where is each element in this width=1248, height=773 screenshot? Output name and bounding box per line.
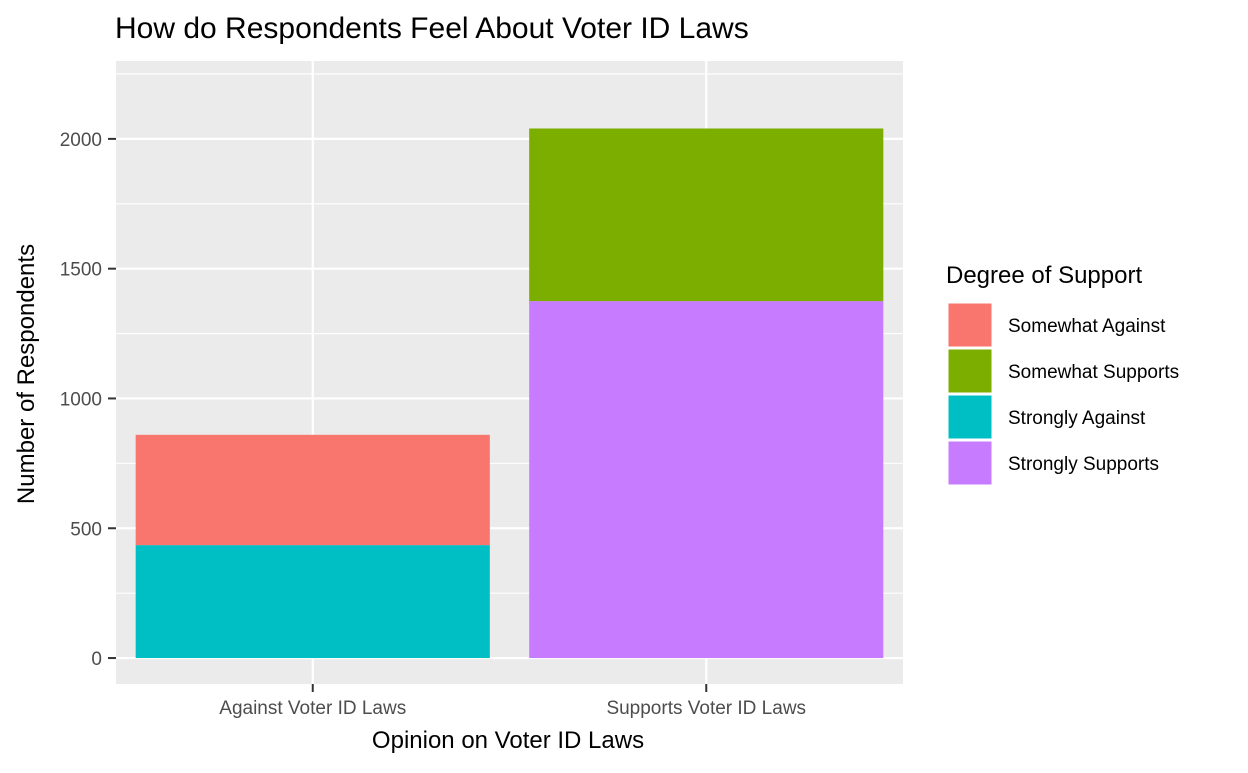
y-tick-label: 2000 (60, 130, 102, 151)
bar-segment (135, 434, 490, 546)
legend-label: Strongly Against (1008, 408, 1146, 429)
x-tick-label: Supports Voter ID Laws (606, 698, 806, 719)
y-tick-label: 500 (70, 519, 102, 540)
legend-swatch (947, 348, 993, 394)
bar-segment (529, 301, 884, 659)
x-axis-label: Opinion on Voter ID Laws (372, 727, 644, 754)
legend-swatch (947, 302, 993, 348)
plot-panel (116, 61, 903, 684)
y-tick-label: 1000 (60, 389, 102, 410)
legend-swatch (947, 394, 993, 440)
bar-segment (135, 545, 490, 659)
y-axis-ticks: 0 500 1000 1500 2000 (60, 130, 116, 670)
legend-label: Somewhat Supports (1008, 362, 1179, 383)
bar-segment (529, 128, 884, 302)
x-axis-ticks: Against Voter ID Laws Supports Voter ID L… (219, 684, 806, 719)
legend-label: Somewhat Against (1008, 316, 1166, 337)
legend-title: Degree of Support (946, 262, 1142, 289)
chart-title: How do Respondents Feel About Voter ID L… (115, 12, 749, 45)
legend: Degree of Support Somewhat Against Somewh… (946, 262, 1179, 486)
y-axis-label: Number of Respondents (13, 244, 40, 504)
y-tick-label: 0 (91, 649, 102, 670)
legend-swatch (947, 440, 993, 486)
y-tick-label: 1500 (60, 260, 102, 281)
legend-label: Strongly Supports (1008, 454, 1159, 475)
x-tick-label: Against Voter ID Laws (219, 698, 406, 719)
